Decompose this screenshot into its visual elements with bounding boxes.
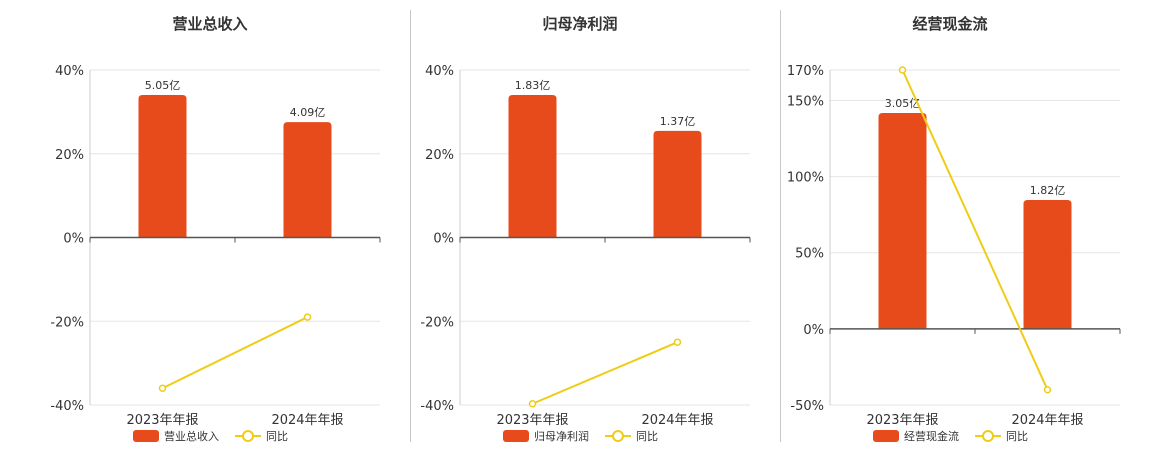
legend-line-marker bbox=[612, 430, 624, 442]
bar-data-label: 1.83亿 bbox=[515, 79, 551, 92]
legend-line-label: 同比 bbox=[1006, 430, 1028, 443]
legend-line-label: 同比 bbox=[636, 430, 658, 443]
x-category-label: 2024年年报 bbox=[1011, 413, 1083, 428]
legend-bar-label: 经营现金流 bbox=[904, 429, 959, 443]
legend-line-marker bbox=[982, 430, 994, 442]
x-category-label: 2023年年报 bbox=[496, 413, 568, 428]
legend-line-marker bbox=[242, 430, 254, 442]
y-tick-label: -50% bbox=[790, 399, 824, 414]
y-tick-label: 0% bbox=[803, 323, 824, 338]
y-tick-label: -40% bbox=[50, 399, 84, 414]
bar-data-label: 1.82亿 bbox=[1030, 184, 1066, 197]
chart-title: 经营现金流 bbox=[912, 15, 987, 33]
y-tick-label: -40% bbox=[420, 399, 454, 414]
chart-panel-net-profit: 归母净利润 40% 20% 0% -20% -40% 1.83亿 1.37亿 2023年年报 20… bbox=[395, 0, 765, 450]
y-tick-label: 0% bbox=[63, 232, 84, 247]
legend: 经营现金流 同比 bbox=[873, 429, 1028, 443]
legend-bar-label: 营业总收入 bbox=[164, 429, 219, 443]
y-tick-label: 170% bbox=[787, 64, 824, 79]
chart-panel-revenue: 营业总收入 40% 20% 0% -20% -40% 5.05亿 4.09亿 2023年年报 20… bbox=[25, 0, 395, 450]
chart-title: 营业总收入 bbox=[172, 15, 247, 33]
bar bbox=[138, 95, 187, 238]
bar bbox=[1023, 200, 1072, 329]
legend-bar-swatch bbox=[503, 430, 529, 442]
bar bbox=[653, 130, 702, 238]
y-tick-label: 150% bbox=[787, 94, 824, 109]
legend: 营业总收入 同比 bbox=[133, 429, 288, 443]
legend-bar-label: 归母净利润 bbox=[534, 429, 589, 443]
y-tick-label: 40% bbox=[425, 64, 454, 79]
x-category-label: 2023年年报 bbox=[866, 413, 938, 428]
chart-svg-revenue: 营业总收入 40% 20% 0% -20% -40% 5.05亿 4.09亿 2023年年报 20… bbox=[50, 15, 381, 443]
legend-bar-swatch bbox=[873, 430, 899, 442]
y-tick-label: -20% bbox=[50, 315, 84, 330]
chart-title: 归母净利润 bbox=[542, 15, 617, 33]
x-category-label: 2023年年报 bbox=[126, 413, 198, 428]
y-tick-label: 0% bbox=[433, 232, 454, 247]
y-tick-label: 20% bbox=[55, 148, 84, 163]
yoy-point bbox=[528, 399, 537, 408]
x-category-label: 2024年年报 bbox=[641, 413, 713, 428]
bar bbox=[283, 122, 332, 238]
chart-svg-net-profit: 归母净利润 40% 20% 0% -20% -40% 1.83亿 1.37亿 2023年年报 20… bbox=[420, 15, 751, 443]
yoy-point bbox=[303, 313, 312, 321]
legend: 归母净利润 同比 bbox=[503, 429, 658, 443]
yoy-point bbox=[1043, 386, 1052, 394]
y-tick-label: 100% bbox=[787, 171, 824, 186]
yoy-line bbox=[901, 69, 1049, 391]
x-category-label: 2024年年报 bbox=[271, 413, 343, 428]
y-tick-label: 50% bbox=[795, 247, 824, 262]
yoy-point bbox=[673, 338, 682, 346]
legend-bar-swatch bbox=[133, 430, 159, 442]
y-tick-label: 20% bbox=[425, 148, 454, 163]
bar-data-label: 3.05亿 bbox=[885, 97, 921, 110]
legend-line-label: 同比 bbox=[266, 430, 288, 443]
y-tick-label: 40% bbox=[55, 64, 84, 79]
chart-svg-cashflow: 经营现金流 170% 150% 100% 50% 0% -50% 3.05亿 1.82亿 2023… bbox=[787, 15, 1121, 443]
yoy-line bbox=[532, 341, 678, 405]
bar-data-label: 1.37亿 bbox=[660, 115, 696, 128]
panel-divider bbox=[410, 10, 411, 442]
yoy-point bbox=[158, 384, 167, 392]
panel-divider bbox=[780, 10, 781, 442]
bar-data-label: 4.09亿 bbox=[290, 106, 326, 119]
y-tick-label: -20% bbox=[420, 315, 454, 330]
chart-panel-cashflow: 经营现金流 170% 150% 100% 50% 0% -50% 3.05亿 1.82亿 2023… bbox=[765, 0, 1135, 450]
bar bbox=[508, 95, 557, 238]
yoy-line bbox=[162, 316, 308, 390]
bar bbox=[878, 113, 927, 329]
bar-data-label: 5.05亿 bbox=[145, 79, 181, 92]
yoy-point bbox=[898, 66, 907, 74]
